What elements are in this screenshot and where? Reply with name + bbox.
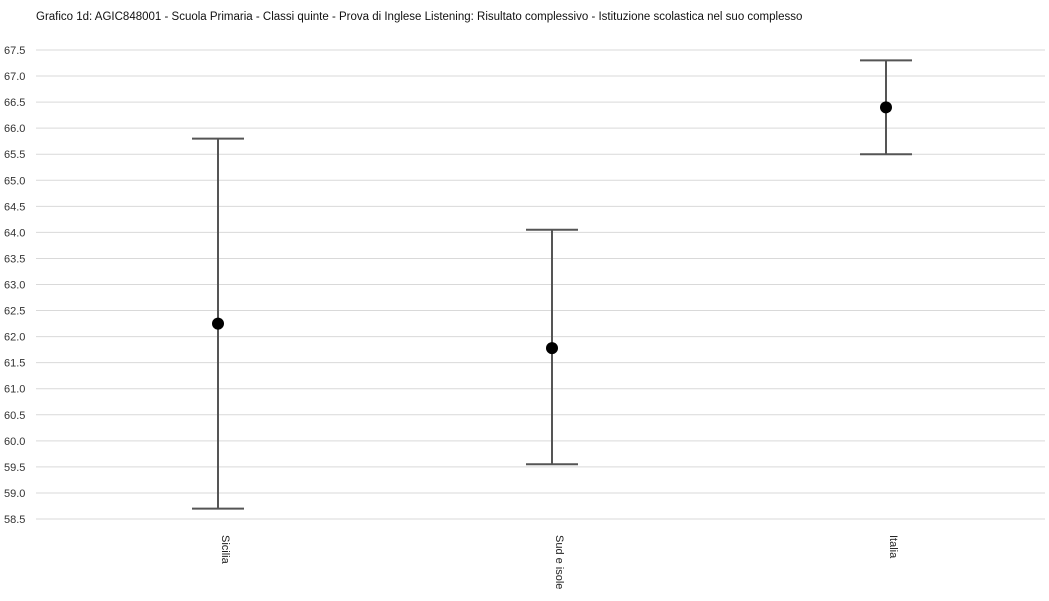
- y-tick-label: 58.5: [4, 514, 25, 526]
- y-tick-label: 61.0: [4, 384, 25, 396]
- y-tick-label: 63.5: [4, 253, 25, 265]
- y-tick-label: 65.0: [4, 175, 25, 187]
- y-tick-label: 66.5: [4, 97, 25, 109]
- x-category-label: Sud e isole: [553, 535, 565, 589]
- data-point: [880, 101, 892, 114]
- x-category-label: Sicilia: [219, 535, 231, 565]
- y-tick-label: 64.5: [4, 201, 25, 213]
- y-axis-ticks: 58.5 59.0 59.5 60.0 60.5 61.0 61.5 62.0 62.5 63.0…: [4, 45, 25, 526]
- chart-title: Grafico 1d: AGIC848001 - Scuola Primaria…: [36, 11, 803, 23]
- y-tick-label: 67.5: [4, 45, 25, 57]
- y-tick-label: 60.5: [4, 410, 25, 422]
- data-point: [212, 317, 224, 330]
- x-category-label: Italia: [887, 535, 899, 559]
- y-tick-label: 64.0: [4, 227, 25, 239]
- y-tick-label: 61.5: [4, 358, 25, 370]
- y-tick-label: 59.5: [4, 462, 25, 474]
- y-tick-label: 62.0: [4, 332, 25, 344]
- y-tick-label: 63.0: [4, 280, 25, 292]
- y-tick-label: 59.0: [4, 488, 25, 500]
- y-tick-label: 67.0: [4, 71, 25, 83]
- y-tick-label: 66.0: [4, 123, 25, 135]
- data-point: [546, 342, 558, 355]
- y-tick-label: 60.0: [4, 436, 25, 448]
- grid-lines: [36, 49, 1045, 520]
- data-points: [212, 101, 892, 355]
- y-tick-label: 62.5: [4, 306, 25, 318]
- x-axis-categories: Sicilia Sud e isole Italia: [219, 535, 899, 589]
- y-tick-label: 65.5: [4, 149, 25, 161]
